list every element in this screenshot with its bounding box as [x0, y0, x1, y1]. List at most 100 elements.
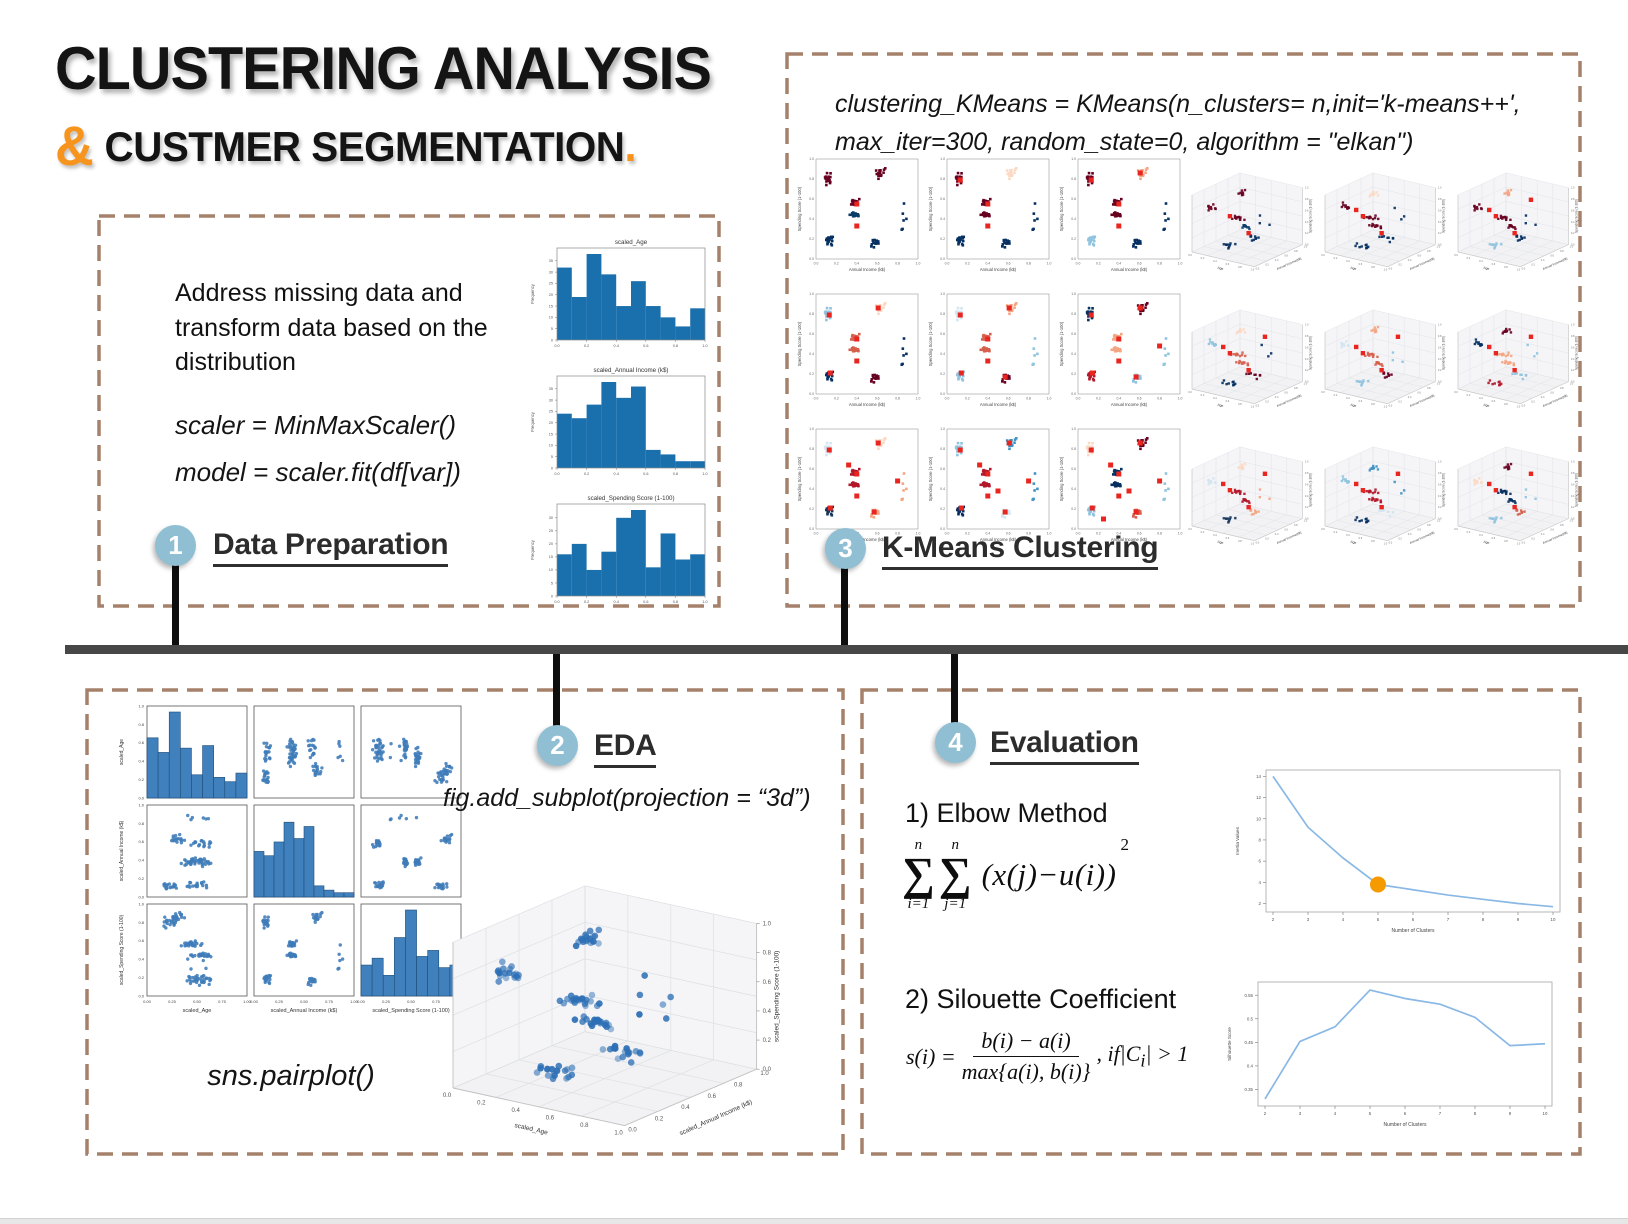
svg-text:0.4: 0.4: [1479, 533, 1483, 537]
kmeans-3d-subplot-k5: 0.0 0.0 0.0 0.2 0.2 0.2 0.4 0.4 0.4 0.6 0.6 0.6 0.8 0…: [1188, 309, 1312, 409]
svg-text:0.8: 0.8: [1157, 262, 1162, 266]
svg-text:7: 7: [1439, 1111, 1442, 1116]
svg-text:0.55: 0.55: [1244, 993, 1253, 998]
svg-text:1.0: 1.0: [1437, 382, 1441, 386]
svg-text:0.8: 0.8: [673, 600, 678, 604]
pairplot-caption: sns.pairplot(): [207, 1060, 375, 1092]
svg-text:0.2: 0.2: [1571, 368, 1575, 372]
svg-text:Annual Income (k$): Annual Income (k$): [849, 537, 886, 542]
svg-text:0.2: 0.2: [809, 507, 814, 511]
svg-text:5: 5: [1369, 1111, 1372, 1116]
svg-text:0.4: 0.4: [1116, 532, 1121, 536]
svg-text:Annual Income (k$): Annual Income (k$): [849, 402, 886, 407]
svg-text:Spending Score (1-100): Spending Score (1-100): [1308, 473, 1312, 507]
svg-text:0.2: 0.2: [1467, 393, 1471, 397]
svg-text:0: 0: [551, 338, 553, 342]
svg-text:0.6: 0.6: [138, 839, 144, 844]
svg-text:0.4: 0.4: [1275, 395, 1279, 399]
silhouette-formula: s(i) = b(i) − a(i) max{a(i), b(i)} , if|…: [906, 1028, 1188, 1085]
svg-text:Age: Age: [1217, 540, 1224, 545]
svg-text:0.6: 0.6: [1438, 345, 1442, 349]
svg-text:0.0: 0.0: [940, 527, 945, 531]
svg-text:0.2: 0.2: [1201, 530, 1205, 534]
heading-eda: EDA: [594, 729, 657, 768]
svg-text:1.0: 1.0: [1047, 262, 1052, 266]
svg-text:0.6: 0.6: [1359, 262, 1363, 266]
svg-text:0.2: 0.2: [1305, 368, 1309, 372]
svg-text:0.4: 0.4: [1071, 487, 1076, 491]
svg-text:0.2: 0.2: [1531, 536, 1535, 540]
svg-text:0.6: 0.6: [1137, 397, 1142, 401]
dashed-frame: [85, 688, 845, 1156]
sum-over-i: n ∑ i=1: [902, 838, 935, 912]
svg-text:0.8: 0.8: [1305, 471, 1309, 475]
svg-text:1.0: 1.0: [1438, 323, 1442, 327]
svg-text:scaled_Age: scaled_Age: [119, 739, 125, 765]
svg-text:0.4: 0.4: [1213, 533, 1217, 537]
svg-text:0.4: 0.4: [1275, 532, 1279, 536]
svg-text:0.0: 0.0: [1454, 527, 1458, 531]
svg-text:0.4: 0.4: [1071, 217, 1076, 221]
svg-text:0: 0: [551, 594, 553, 598]
sum-upper-n: n: [914, 837, 923, 853]
step-badge-2: 2: [537, 725, 578, 766]
svg-text:0.8: 0.8: [1071, 177, 1076, 181]
svg-text:1.0: 1.0: [809, 157, 814, 161]
formula-lhs: s(i) =: [906, 1043, 956, 1069]
svg-text:Spending Score (1-100): Spending Score (1-100): [1059, 321, 1064, 366]
footer-strip: [0, 1218, 1628, 1224]
svg-text:0.2: 0.2: [1438, 368, 1442, 372]
svg-text:0.2: 0.2: [1398, 399, 1402, 403]
svg-text:scaled_Spending Score (1-100): scaled_Spending Score (1-100): [774, 951, 781, 1042]
svg-text:1.00: 1.00: [350, 999, 359, 1004]
svg-text:scaled_Spending Score (1-100): scaled_Spending Score (1-100): [587, 495, 674, 502]
svg-text:0.6: 0.6: [1492, 262, 1496, 266]
svg-text:0.0: 0.0: [814, 532, 819, 536]
svg-text:0.2: 0.2: [763, 1038, 772, 1044]
svg-text:0.8: 0.8: [1294, 249, 1298, 253]
svg-text:0.4: 0.4: [1571, 220, 1575, 224]
svg-text:Annual Income(k$): Annual Income(k$): [1542, 530, 1568, 545]
svg-text:0.0: 0.0: [1522, 541, 1526, 545]
svg-text:scaled_Age: scaled_Age: [615, 239, 648, 246]
pairplot-svg: 0.0 0.2 0.4 0.6 0.8 1.0 scaled_Age 0.0 0.2 0.4 0.6…: [119, 703, 466, 1014]
svg-text:15: 15: [549, 304, 553, 308]
elbow-formula: n ∑ i=1 n ∑ j=1 (x(j)−u(i)) 2: [902, 835, 1129, 912]
svg-text:1.0: 1.0: [1517, 542, 1521, 546]
svg-text:Annual Income(k$): Annual Income(k$): [1542, 393, 1568, 408]
svg-text:8: 8: [1474, 1111, 1477, 1116]
svg-text:0.0: 0.0: [1256, 404, 1260, 408]
svg-text:Annual Income(k$): Annual Income(k$): [1409, 530, 1435, 545]
kmeans-3d-subplot-k10: 0.0 0.0 0.0 0.2 0.2 0.2 0.4 0.4 0.4 0.6 0.6 0.6 0.8 0…: [1454, 446, 1578, 546]
svg-text:Annual Income(k$): Annual Income(k$): [1276, 256, 1302, 271]
svg-text:Number of Clusters: Number of Clusters: [1383, 1122, 1427, 1128]
svg-text:35: 35: [549, 259, 553, 263]
svg-text:5: 5: [1377, 917, 1380, 922]
svg-text:5: 5: [551, 581, 553, 585]
prep-code-line-1: scaler = MinMaxScaler(): [175, 410, 457, 440]
svg-text:0.0: 0.0: [1522, 404, 1526, 408]
svg-text:Spending Score (1-100): Spending Score (1-100): [797, 186, 802, 231]
svg-text:0.6: 0.6: [940, 197, 945, 201]
svg-text:0.8: 0.8: [1238, 539, 1242, 543]
svg-text:0.8: 0.8: [580, 1123, 589, 1129]
svg-text:0.4: 0.4: [1541, 395, 1545, 399]
svg-text:0.6: 0.6: [1137, 262, 1142, 266]
svg-text:0.4: 0.4: [985, 262, 990, 266]
svg-text:8: 8: [1482, 917, 1485, 922]
svg-text:0.6: 0.6: [763, 980, 772, 986]
svg-text:0.0: 0.0: [809, 257, 814, 261]
svg-text:0.8: 0.8: [1560, 386, 1564, 390]
svg-text:0.8: 0.8: [1071, 447, 1076, 451]
svg-text:0.8: 0.8: [1438, 334, 1442, 338]
kmeans-3d-scatter-grid: 0.0 0.0 0.0 0.2 0.2 0.2 0.4 0.4 0.4 0.6 0.6 0.6 0.8 0…: [1187, 156, 1582, 563]
heading-evaluation: Evaluation: [990, 726, 1139, 765]
kmeans-code-line-1: clustering_KMeans = KMeans(n_clusters= n…: [835, 90, 1521, 118]
svg-text:1.0: 1.0: [940, 292, 945, 296]
svg-text:Annual Income (k$): Annual Income (k$): [1111, 537, 1148, 542]
sum-upper-n: n: [951, 837, 959, 853]
svg-text:3: 3: [1307, 917, 1310, 922]
svg-text:4: 4: [1334, 1111, 1337, 1116]
svg-text:Annual Income (k$): Annual Income (k$): [849, 267, 886, 272]
svg-text:1.0: 1.0: [1517, 268, 1521, 272]
